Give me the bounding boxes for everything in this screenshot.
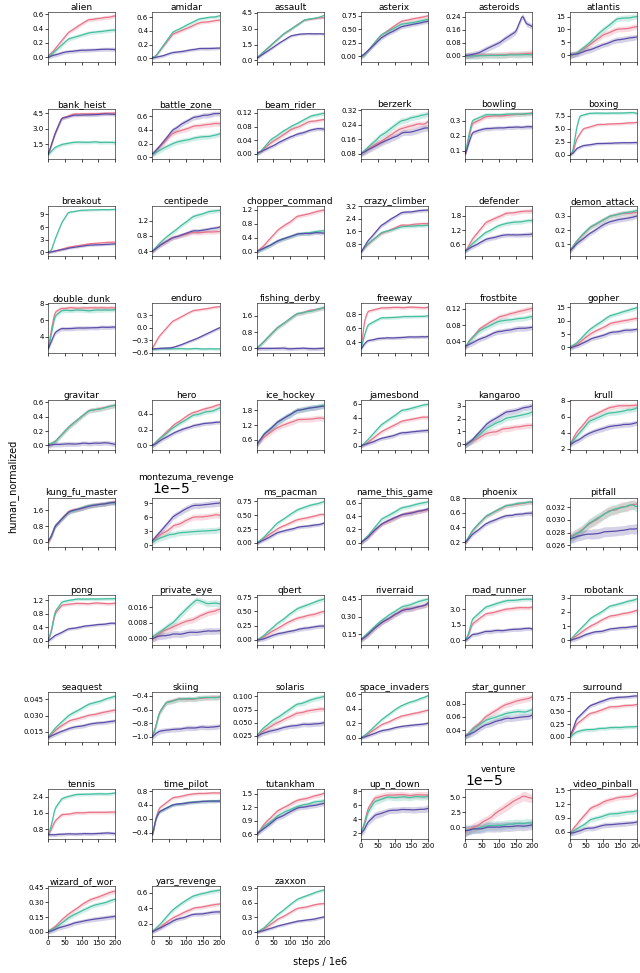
Title: hero: hero xyxy=(176,391,196,400)
Title: space_invaders: space_invaders xyxy=(360,683,429,692)
Title: jamesbond: jamesbond xyxy=(370,391,419,400)
Title: venture: venture xyxy=(481,765,516,774)
Title: riverraid: riverraid xyxy=(375,586,414,595)
Title: bowling: bowling xyxy=(481,100,516,109)
Text: steps / 1e6: steps / 1e6 xyxy=(293,957,347,967)
Title: asterix: asterix xyxy=(379,3,410,12)
Title: montezuma_revenge: montezuma_revenge xyxy=(138,473,234,483)
Title: video_pinball: video_pinball xyxy=(573,780,633,789)
Title: centipede: centipede xyxy=(163,197,209,206)
Title: frostbite: frostbite xyxy=(480,294,518,304)
Title: star_gunner: star_gunner xyxy=(472,683,526,692)
Title: time_pilot: time_pilot xyxy=(163,780,209,789)
Title: pitfall: pitfall xyxy=(590,488,616,497)
Title: defender: defender xyxy=(478,197,520,206)
Title: assault: assault xyxy=(274,3,307,12)
Title: battle_zone: battle_zone xyxy=(159,100,212,109)
Title: krull: krull xyxy=(593,391,613,400)
Title: bank_heist: bank_heist xyxy=(57,100,106,109)
Title: tennis: tennis xyxy=(68,780,95,789)
Title: berzerk: berzerk xyxy=(378,100,412,109)
Title: breakout: breakout xyxy=(61,197,102,206)
Title: seaquest: seaquest xyxy=(61,683,102,692)
Title: phoenix: phoenix xyxy=(481,488,517,497)
Title: crazy_climber: crazy_climber xyxy=(363,197,426,206)
Title: asteroids: asteroids xyxy=(478,3,520,12)
Title: freeway: freeway xyxy=(376,294,413,304)
Title: demon_attack: demon_attack xyxy=(571,197,636,206)
Title: chopper_command: chopper_command xyxy=(247,197,333,206)
Title: qbert: qbert xyxy=(278,586,303,595)
Title: private_eye: private_eye xyxy=(159,586,212,595)
Title: up_n_down: up_n_down xyxy=(369,780,420,789)
Title: surround: surround xyxy=(583,683,623,692)
Title: double_dunk: double_dunk xyxy=(52,294,111,304)
Title: zaxxon: zaxxon xyxy=(275,877,307,886)
Title: skiing: skiing xyxy=(173,683,199,692)
Title: pong: pong xyxy=(70,586,93,595)
Title: kung_fu_master: kung_fu_master xyxy=(45,488,118,497)
Title: boxing: boxing xyxy=(588,100,618,109)
Title: enduro: enduro xyxy=(170,294,202,304)
Title: gopher: gopher xyxy=(587,294,620,304)
Title: alien: alien xyxy=(70,3,93,12)
Title: name_this_game: name_this_game xyxy=(356,488,433,497)
Title: solaris: solaris xyxy=(276,683,305,692)
Title: ms_pacman: ms_pacman xyxy=(263,488,317,497)
Title: tutankham: tutankham xyxy=(266,780,315,789)
Title: atlantis: atlantis xyxy=(586,3,620,12)
Title: robotank: robotank xyxy=(583,586,623,595)
Title: beam_rider: beam_rider xyxy=(264,100,316,109)
Title: gravitar: gravitar xyxy=(64,391,100,400)
Title: fishing_derby: fishing_derby xyxy=(260,294,321,304)
Title: kangaroo: kangaroo xyxy=(478,391,520,400)
Title: road_runner: road_runner xyxy=(471,586,527,595)
Title: ice_hockey: ice_hockey xyxy=(266,391,315,400)
Text: human_normalized: human_normalized xyxy=(8,440,19,533)
Title: yars_revenge: yars_revenge xyxy=(156,877,216,886)
Title: wizard_of_wor: wizard_of_wor xyxy=(50,877,114,886)
Title: amidar: amidar xyxy=(170,3,202,12)
